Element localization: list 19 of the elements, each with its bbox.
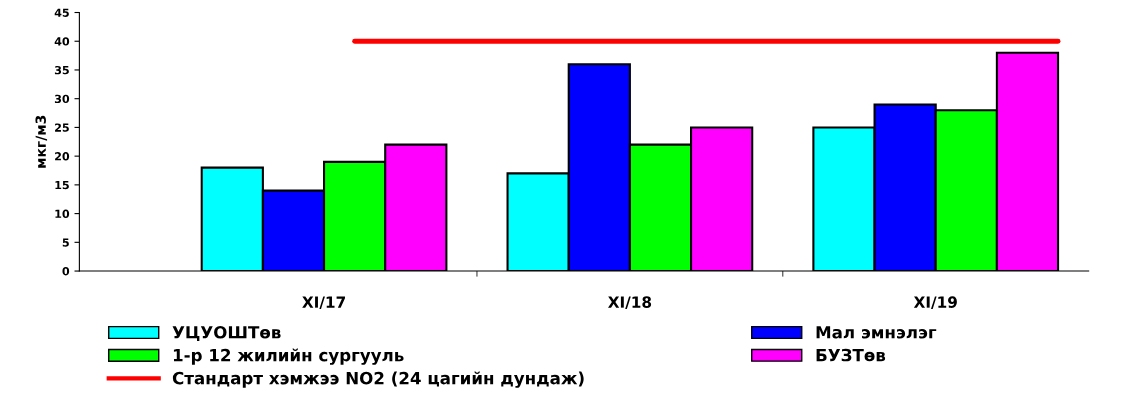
x-tick-label: XI/19 (913, 296, 957, 310)
legend-label: БУЗТөв (816, 348, 886, 362)
legend-label: 1-р 12 жилийн сургууль (173, 348, 404, 365)
y-tick-label: 5 (62, 238, 69, 247)
y-tick-label: 20 (55, 152, 70, 161)
x-tick-label: XI/17 (302, 296, 345, 310)
y-tick-label: 10 (55, 209, 70, 218)
legend-label: Стандарт хэмжээ NO2 (24 цагийн дундаж) (172, 371, 584, 388)
y-tick-label: 0 (62, 267, 70, 276)
y-tick-label: 30 (54, 94, 70, 104)
legend-label: УЦУОШТөв (172, 325, 281, 341)
y-tick-label: 35 (54, 65, 69, 75)
y-tick-label: 15 (55, 180, 69, 190)
y-tick-label: 40 (54, 37, 70, 46)
y-tick-label: 25 (55, 123, 69, 132)
x-tick-label: XI/18 (608, 296, 652, 310)
y-axis-title: мкг/м3 (35, 115, 48, 168)
y-tick-label: 45 (54, 8, 69, 17)
legend-label: Мал эмнэлэг (816, 326, 937, 339)
